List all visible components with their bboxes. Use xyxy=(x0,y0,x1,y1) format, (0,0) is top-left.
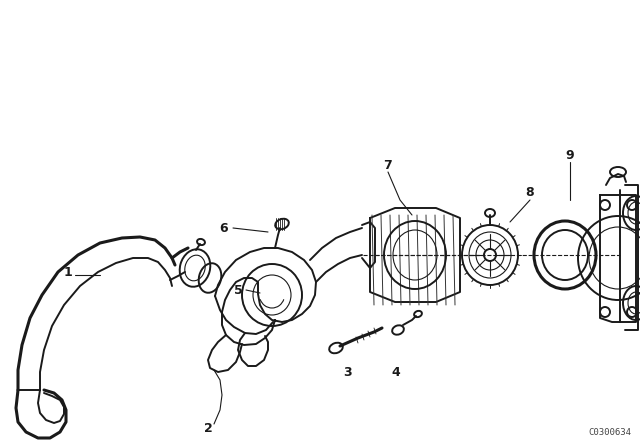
Text: 3: 3 xyxy=(344,366,352,379)
Text: 6: 6 xyxy=(220,221,228,234)
Text: 4: 4 xyxy=(392,366,401,379)
Text: 1: 1 xyxy=(63,266,72,279)
Text: 8: 8 xyxy=(525,185,534,198)
Text: C0300634: C0300634 xyxy=(589,427,632,436)
Text: 9: 9 xyxy=(566,148,574,161)
Circle shape xyxy=(484,249,496,261)
Text: 2: 2 xyxy=(204,422,212,435)
Text: 5: 5 xyxy=(234,284,243,297)
Text: 7: 7 xyxy=(383,159,392,172)
